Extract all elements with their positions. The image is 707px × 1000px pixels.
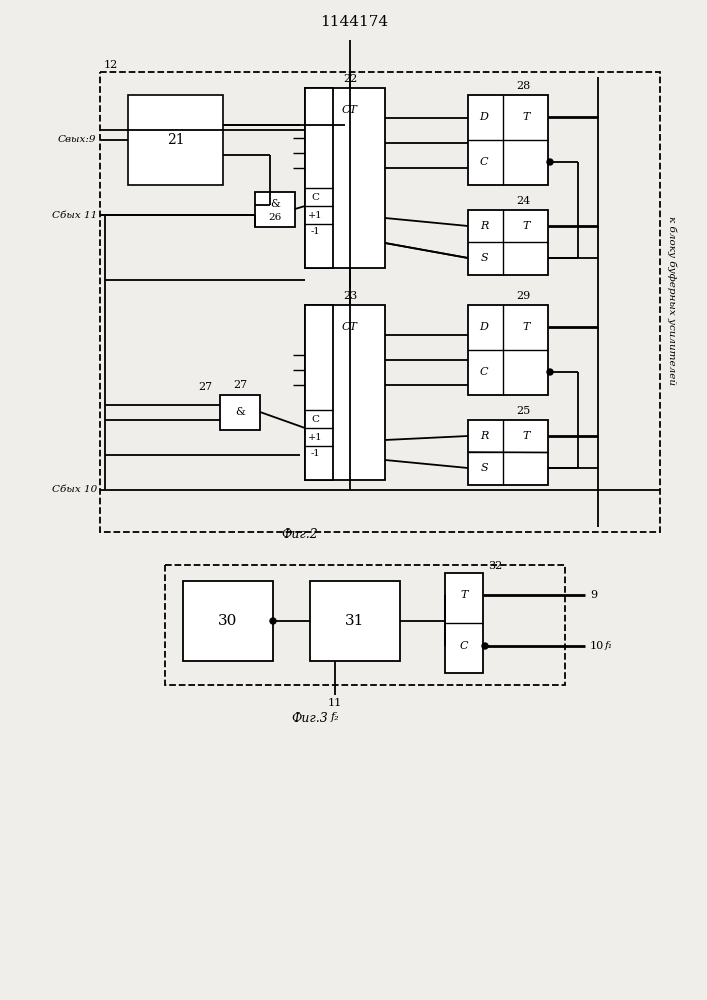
Bar — [165, 565, 565, 685]
Text: Сбых 11: Сбых 11 — [52, 211, 98, 220]
Text: 32: 32 — [488, 561, 502, 571]
Text: 9: 9 — [590, 590, 597, 600]
Text: 22: 22 — [343, 74, 357, 84]
Text: D: D — [479, 112, 489, 122]
Text: T: T — [522, 221, 530, 231]
Text: 21: 21 — [167, 133, 185, 147]
Text: 12: 12 — [104, 60, 118, 70]
Text: СТ: СТ — [342, 322, 358, 332]
Bar — [305, 88, 333, 268]
Bar — [128, 95, 223, 185]
Text: СТ: СТ — [342, 105, 358, 115]
Text: 30: 30 — [218, 614, 238, 628]
Bar — [305, 305, 385, 480]
Text: S: S — [480, 463, 488, 473]
Text: Сбых 10: Сбых 10 — [52, 486, 98, 494]
Text: Свых:9: Свых:9 — [58, 135, 96, 144]
Text: R: R — [480, 221, 489, 231]
Text: -1: -1 — [310, 450, 320, 458]
Text: 27: 27 — [233, 380, 247, 390]
Text: &: & — [270, 199, 280, 209]
Text: 27: 27 — [198, 382, 212, 392]
Text: S: S — [480, 253, 488, 263]
Text: 25: 25 — [516, 406, 530, 416]
Text: 28: 28 — [516, 81, 530, 91]
Text: 29: 29 — [516, 291, 530, 301]
Bar — [310, 581, 400, 661]
Text: 24: 24 — [516, 196, 530, 206]
Text: +1: +1 — [308, 212, 322, 221]
Text: +1: +1 — [308, 434, 322, 442]
Bar — [305, 88, 385, 268]
Text: T: T — [522, 322, 530, 332]
Circle shape — [482, 643, 488, 649]
Text: Фиг.2: Фиг.2 — [281, 528, 318, 542]
Text: 1144174: 1144174 — [320, 15, 388, 29]
Text: 10: 10 — [590, 641, 604, 651]
Text: D: D — [479, 322, 489, 332]
Text: &: & — [235, 407, 245, 417]
Circle shape — [547, 369, 553, 375]
Text: T: T — [460, 590, 468, 600]
Bar — [468, 210, 548, 275]
Bar — [305, 305, 333, 480]
Bar — [220, 395, 260, 430]
Circle shape — [270, 618, 276, 624]
Text: f₁: f₁ — [605, 642, 613, 650]
Text: C: C — [480, 367, 489, 377]
Text: T: T — [522, 431, 530, 441]
Text: f₂: f₂ — [331, 712, 339, 722]
Text: C: C — [480, 157, 489, 167]
Text: 23: 23 — [343, 291, 357, 301]
Text: Фиг.3: Фиг.3 — [291, 712, 328, 724]
Text: C: C — [311, 416, 319, 424]
Text: -1: -1 — [310, 228, 320, 236]
Text: 31: 31 — [345, 614, 365, 628]
Circle shape — [547, 159, 553, 165]
Text: C: C — [311, 194, 319, 202]
Bar — [468, 95, 548, 185]
Bar — [468, 305, 548, 395]
Text: R: R — [480, 431, 489, 441]
Bar — [183, 581, 273, 661]
Bar — [445, 573, 483, 673]
Text: 26: 26 — [269, 214, 281, 223]
Text: C: C — [460, 641, 468, 651]
Bar — [468, 420, 548, 485]
Text: к блоку буферных усилителей: к блоку буферных усилителей — [667, 216, 677, 384]
Bar — [100, 72, 660, 532]
Text: 11: 11 — [328, 698, 342, 708]
Bar — [255, 192, 295, 227]
Text: T: T — [522, 112, 530, 122]
